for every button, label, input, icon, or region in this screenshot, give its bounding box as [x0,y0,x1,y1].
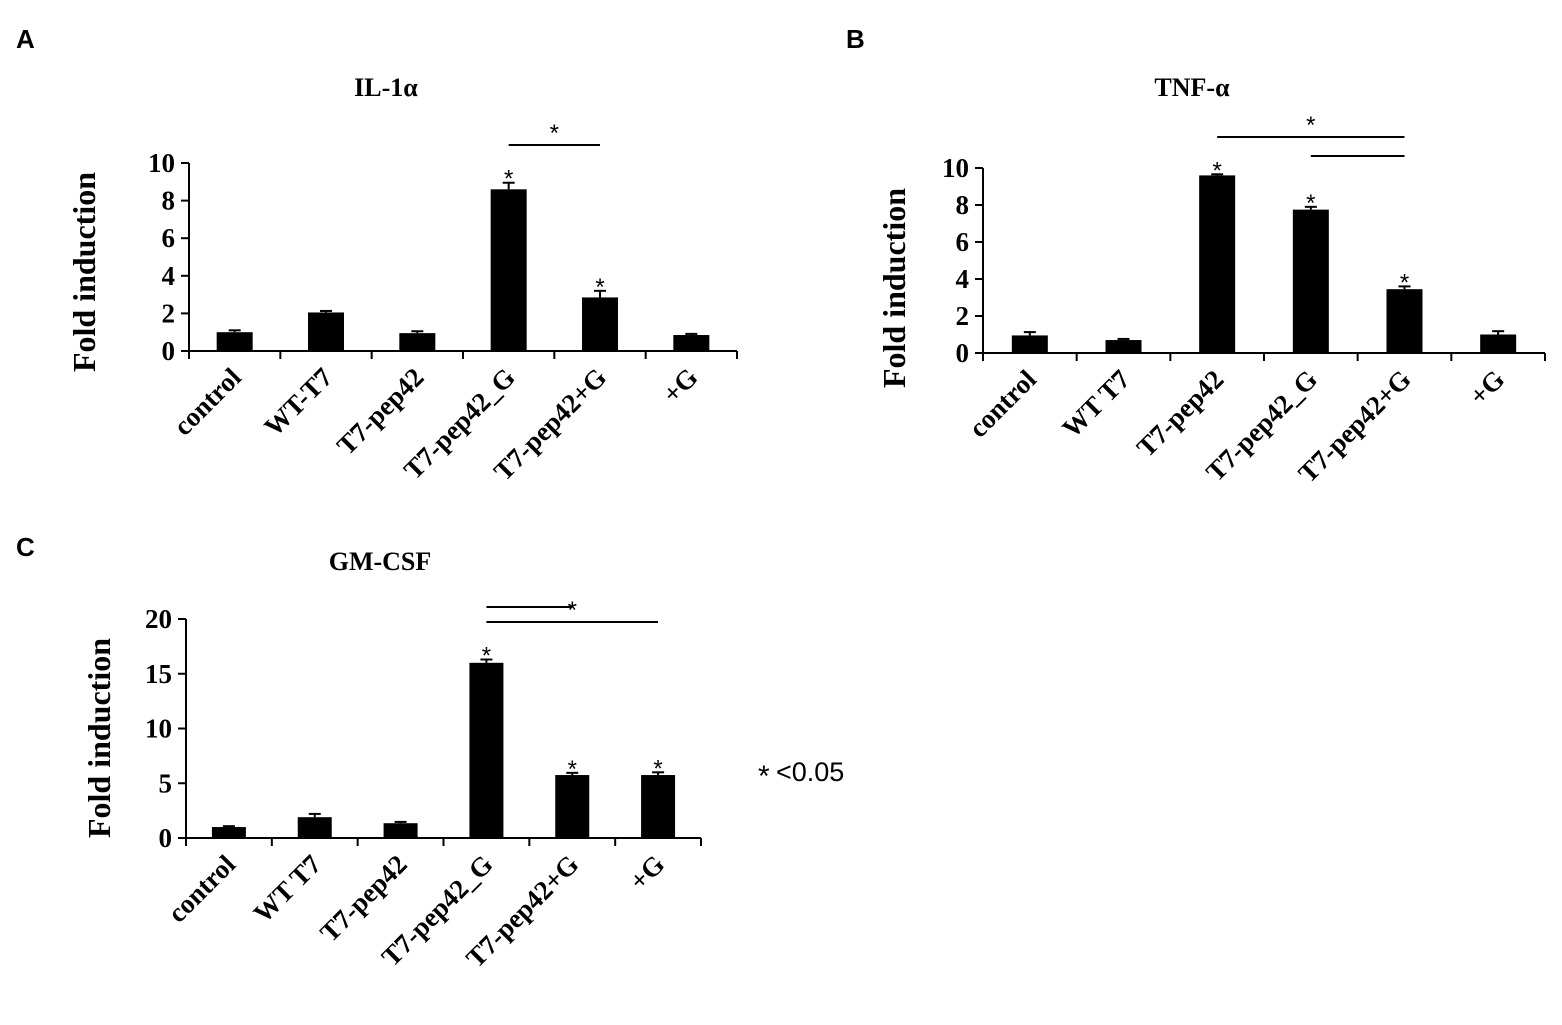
significance-star: * [1306,190,1315,217]
bar [1011,335,1048,353]
bar [211,827,246,838]
note-text: <0.05 [776,757,844,787]
y-tick-label: 2 [956,301,970,331]
bar [490,189,527,351]
panel-letter-a: A [16,24,35,54]
y-axis-label-a: Fold induction [66,172,102,372]
x-tick-label: WT T7 [1056,364,1135,443]
bar [399,333,436,351]
y-tick-label: 10 [942,153,969,183]
significance-star: * [482,643,491,670]
y-tick-label: 0 [162,336,176,366]
x-tick-label: control [963,364,1043,444]
note-star: * [758,760,770,793]
significance-bracket-star: * [568,597,577,624]
bar [1292,209,1329,353]
chart-title-a: IL-1α [354,73,418,102]
significance-bracket-star: * [1306,112,1315,139]
x-tick-label: +G [657,362,704,409]
x-tick-label: WT-T7 [258,362,338,442]
y-tick-label: 8 [956,190,970,220]
y-tick-label: 8 [162,186,176,216]
x-tick-label: +G [623,849,670,896]
bar [582,297,618,351]
y-axis-label-c: Fold induction [81,638,117,838]
significance-star: * [1400,269,1409,296]
significance-star: * [568,756,577,783]
bar [1386,289,1423,353]
panel-letter-b: B [846,24,865,54]
significance-star: * [504,166,513,193]
x-tick-label: control [162,849,242,929]
bar [383,823,418,838]
y-tick-label: 0 [956,338,970,368]
y-tick-label: 6 [162,223,176,253]
y-tick-label: 15 [145,659,172,689]
y-tick-label: 6 [956,227,970,257]
bar [297,817,332,838]
significance-star: * [1212,157,1221,184]
y-tick-label: 10 [148,148,175,178]
y-tick-label: 20 [145,604,172,634]
y-axis-label-b: Fold induction [876,188,912,388]
panel-a: A IL-1α Fold induction 0 2 4 6 8 10 control WT-… [16,24,738,486]
panel-b: B TNF-α Fold induction 0 2 4 6 8 10 control WT … [846,24,1546,488]
bar [641,775,676,838]
chart-title-c: GM-CSF [329,547,432,576]
bar [216,332,253,351]
panel-letter-c: C [16,532,35,562]
x-tick-label: WT T7 [248,849,327,928]
x-tick-label: control [168,362,248,442]
bar [555,775,590,838]
y-tick-label: 5 [159,768,173,798]
x-tick-label: +G [1463,364,1510,411]
x-tick-label: T7-pep42 [1131,364,1230,463]
y-tick-label: 10 [145,714,172,744]
bar [469,662,504,838]
y-tick-label: 4 [956,264,970,294]
significance-note: * <0.05 [758,757,844,793]
significance-star: * [653,755,662,782]
bar [1105,340,1142,353]
chart-title-b: TNF-α [1154,73,1230,102]
significance-star: * [595,274,604,301]
panel-c: C GM-CSF Fold induction 0 5 10 15 20 control W… [16,532,702,973]
bar [673,335,710,351]
y-tick-label: 0 [159,823,173,853]
bar [1480,334,1517,353]
y-tick-label: 2 [162,298,176,328]
bar [1199,175,1236,353]
significance-bracket-star: * [550,120,559,147]
bar [308,312,344,351]
y-tick-label: 4 [162,261,176,291]
